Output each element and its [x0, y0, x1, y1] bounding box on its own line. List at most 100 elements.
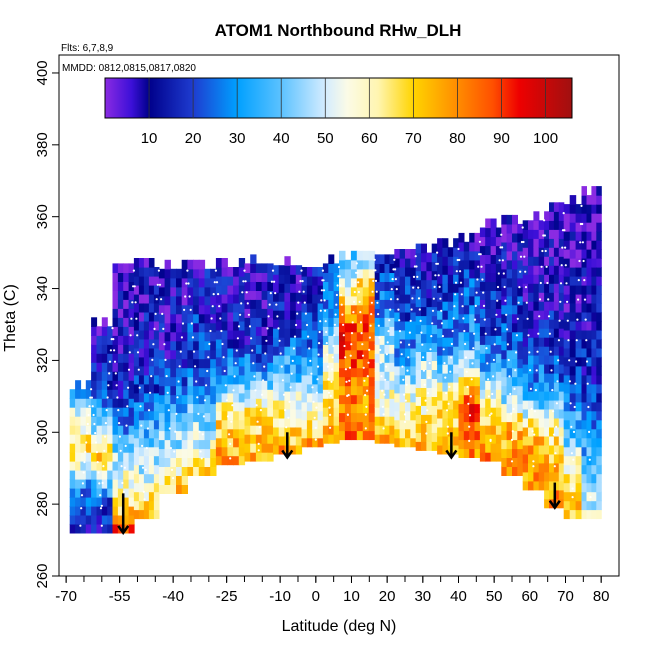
heatmap-cell [394, 302, 401, 313]
heatmap-cell [133, 500, 140, 511]
heatmap-cell [317, 311, 324, 322]
heatmap-cell [273, 292, 280, 302]
heatmap-cell [193, 340, 200, 351]
heatmap-cell [362, 304, 370, 315]
trace-dot [583, 298, 587, 301]
heatmap-cell [227, 410, 234, 421]
heatmap-cell [384, 263, 390, 273]
heatmap-cell [426, 360, 433, 370]
heatmap-cell [306, 338, 313, 349]
heatmap-cell [198, 439, 206, 450]
heatmap-cell [586, 195, 592, 205]
heatmap-cell [244, 272, 251, 282]
heatmap-cell [522, 328, 529, 338]
trace-dot [425, 432, 428, 435]
heatmap-cell [306, 383, 313, 394]
heatmap-cell [410, 428, 417, 439]
heatmap-cell [506, 277, 513, 288]
heatmap-cell [569, 329, 577, 340]
heatmap-cell [250, 389, 257, 399]
heatmap-cell [290, 346, 297, 356]
heatmap-cell [394, 374, 401, 385]
heatmap-cell [158, 286, 166, 297]
heatmap-cell [447, 399, 454, 410]
trace-dot [273, 280, 276, 283]
trace-dot [420, 331, 423, 334]
heatmap-cell [221, 347, 228, 358]
trace-dot [194, 365, 197, 368]
trace-dot [200, 477, 203, 480]
heatmap-cell [153, 356, 160, 367]
heatmap-cell [333, 416, 340, 426]
heatmap-cell [426, 351, 433, 361]
trace-dot [127, 386, 130, 389]
heatmap-cell [453, 265, 460, 275]
heatmap-cell [328, 263, 335, 273]
trace-dot [528, 351, 531, 354]
heatmap-cell [278, 417, 285, 428]
heatmap-cell [495, 317, 502, 327]
trace-dot [473, 318, 477, 321]
heatmap-cell [148, 293, 155, 304]
heatmap-cell [485, 389, 492, 399]
heatmap-cell [261, 398, 268, 408]
heatmap-cell [528, 247, 534, 257]
heatmap-cell [267, 362, 274, 372]
heatmap-cell [339, 376, 346, 387]
trace-dot [275, 303, 278, 306]
trace-dot [130, 317, 133, 320]
heatmap-cell [506, 358, 513, 369]
heatmap-cell [437, 444, 444, 455]
heatmap-cell [91, 398, 98, 408]
heatmap-cell [563, 222, 571, 232]
heatmap-cell [112, 407, 119, 417]
heatmap-cell [463, 421, 470, 432]
heatmap-cell [463, 448, 470, 458]
heatmap-cell [312, 329, 319, 340]
heatmap-cell [522, 310, 529, 320]
heatmap-cell [153, 437, 160, 448]
heatmap-cell [575, 258, 583, 268]
heatmap-cell [290, 408, 297, 419]
heatmap-cell [204, 322, 211, 333]
trace-dot [407, 356, 410, 359]
heatmap-cell [563, 473, 571, 484]
heatmap-cell [596, 222, 602, 232]
heatmap-cell [75, 389, 82, 399]
heatmap-cell [586, 419, 592, 430]
trace-dot [190, 322, 193, 325]
heatmap-cell [164, 340, 171, 351]
heatmap-cell [563, 320, 571, 331]
trace-dot [342, 323, 345, 326]
heatmap-cell [506, 331, 513, 342]
trace-dot [100, 504, 103, 507]
heatmap-cell [410, 320, 417, 331]
heatmap-cell [563, 392, 571, 403]
heatmap-cell [250, 299, 257, 309]
heatmap-cell [96, 470, 103, 480]
trace-dot [288, 400, 291, 403]
heatmap-cell [528, 373, 534, 383]
heatmap-cell [170, 394, 177, 405]
heatmap-cell [506, 223, 513, 234]
heatmap-cell [389, 272, 395, 282]
heatmap-cell [107, 353, 114, 363]
heatmap-cell [339, 340, 346, 351]
heatmap-cell [558, 426, 565, 437]
heatmap-cell [399, 249, 406, 259]
heatmap-cell [474, 340, 481, 351]
trace-dot [426, 409, 429, 412]
heatmap-cell [415, 360, 422, 370]
heatmap-cell [261, 344, 268, 354]
trace-dot [92, 413, 95, 417]
heatmap-cell [463, 376, 470, 387]
heatmap-cell [128, 443, 135, 453]
heatmap-cell [437, 292, 444, 302]
trace-dot [388, 319, 391, 322]
heatmap-cell [123, 434, 130, 444]
heatmap-cell [458, 385, 465, 396]
heatmap-cell [558, 229, 565, 239]
heatmap-cell [463, 331, 470, 342]
heatmap-cell [374, 326, 381, 336]
heatmap-cell [312, 392, 319, 403]
